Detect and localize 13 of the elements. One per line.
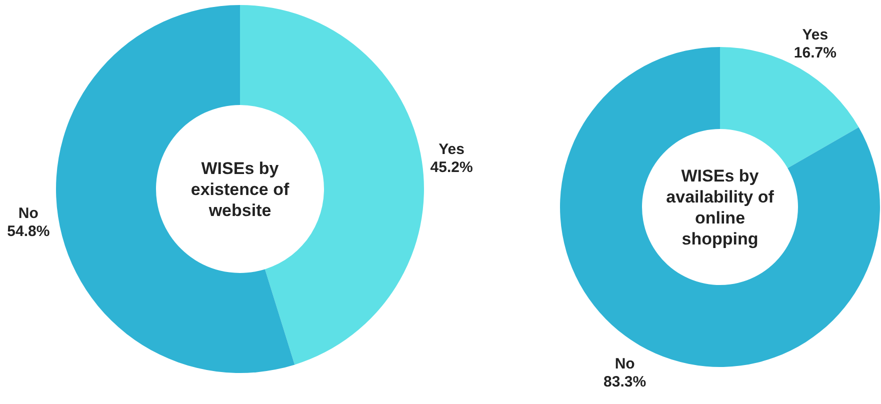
slice-label: Yes [438,140,465,158]
slice-label: No [614,355,635,372]
text: WISEs by existence of website [190,159,290,220]
donut-slice [56,5,295,373]
data-label: 16.7% [794,44,836,62]
data-label: 54.8% [7,223,50,240]
slice-label: Yes [802,26,828,44]
donut-slice [560,47,880,367]
donut-slice [720,47,859,168]
data-label: 83.3% [604,373,646,390]
data-label: 45.2% [430,158,473,176]
slice-label: No [18,205,38,222]
text: WISEs by availability of online shopping [666,166,774,248]
